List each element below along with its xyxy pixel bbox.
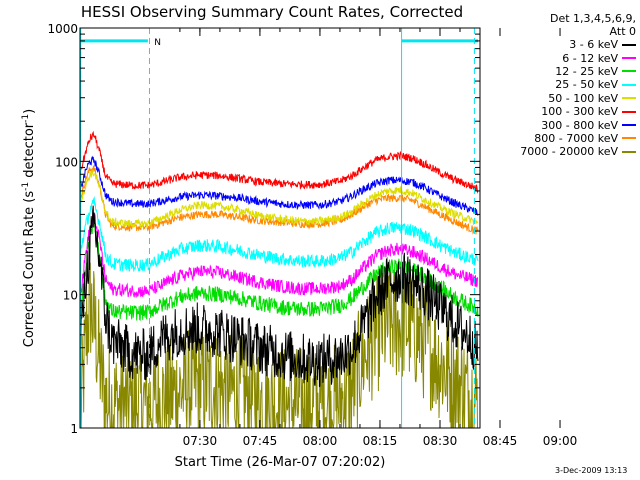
x-tick-label: 08:45: [483, 434, 518, 448]
series-line-12-25-kev: [80, 214, 479, 322]
legend-rows: 3 - 6 keV 6 - 12 keV 12 - 25 keV 25 - 50 ke…: [480, 38, 636, 159]
legend-item: 7000 - 20000 keV: [480, 145, 636, 158]
legend-item: 3 - 6 keV: [480, 38, 636, 51]
legend-item: 800 - 7000 keV: [480, 132, 636, 145]
x-tick-label: 08:15: [363, 434, 398, 448]
series-line-7000-20000-kev: [80, 262, 478, 428]
x-tick-label: 08:00: [303, 434, 338, 448]
legend-item-label: 3 - 6 keV: [569, 38, 618, 52]
x-tick-label: 08:30: [423, 434, 458, 448]
x-axis-label: Start Time (26-Mar-07 07:20:02): [175, 455, 386, 470]
legend-item-swatch: [622, 137, 636, 140]
legend-item-label: 800 - 7000 keV: [534, 131, 618, 145]
legend-item: 300 - 800 keV: [480, 118, 636, 132]
plot-area: N: [80, 28, 479, 428]
legend-item: 100 - 300 keV: [480, 105, 636, 118]
markers: N: [80, 28, 479, 428]
legend-item-label: 25 - 50 keV: [555, 78, 618, 92]
legend-item-label: 100 - 300 keV: [541, 105, 618, 119]
legend-item: 6 - 12 keV: [480, 51, 636, 65]
series-line-6-12-kev: [80, 213, 478, 300]
y-axis-label-mid: detector: [22, 122, 37, 182]
legend-title-line-1: Det 1,3,4,5,6,9,: [549, 12, 636, 25]
legend-item-swatch: [622, 57, 636, 60]
series-line-50-100-kev: [80, 169, 479, 228]
legend-item-swatch: [622, 124, 636, 127]
series-line-100-300-kev: [80, 130, 479, 194]
legend-item-label: 50 - 100 keV: [548, 91, 618, 105]
x-tick-label: 07:30: [183, 434, 218, 448]
legend: Det 1,3,4,5,6,9, Att 0 3 - 6 keV 6 - 12 k…: [480, 12, 636, 159]
y-axis-label: Corrected Count Rate (s-1 detector-1): [21, 109, 37, 347]
legend-item-swatch: [622, 83, 636, 86]
legend-item-swatch: [622, 150, 636, 153]
y-tick-label: 10: [63, 289, 78, 303]
series-group: [80, 130, 479, 428]
y-axis-label-base: Corrected Count Rate (s: [22, 191, 37, 348]
legend-item-label: 6 - 12 keV: [562, 51, 618, 65]
legend-item: 12 - 25 keV: [480, 65, 636, 78]
y-axis-label-sup1: -1: [21, 182, 31, 191]
legend-item-label: 12 - 25 keV: [555, 64, 618, 78]
x-tick-label: 09:00: [543, 434, 578, 448]
legend-item-swatch: [622, 43, 636, 46]
x-tick-label: 07:45: [243, 434, 278, 448]
series-line-800-7000-kev: [80, 165, 479, 235]
legend-item-swatch: [622, 70, 636, 73]
y-axis-label-sup2: -1: [21, 114, 31, 123]
legend-item: 25 - 50 keV: [480, 78, 636, 91]
y-tick-label: 100: [55, 155, 78, 169]
legend-item-label: 7000 - 20000 keV: [520, 145, 618, 159]
legend-title-line-2: Att 0: [609, 25, 636, 38]
legend-item-label: 300 - 800 keV: [541, 118, 618, 132]
y-axis-label-end: ): [22, 109, 37, 114]
night-label: N: [154, 38, 161, 48]
y-tick-label: 1: [70, 422, 78, 436]
series-line-25-50-kev: [80, 196, 479, 272]
series-line-300-800-kev: [80, 155, 479, 216]
y-tick-label: 1000: [47, 22, 78, 36]
timestamp: 3-Dec-2009 13:13: [555, 466, 628, 475]
legend-item-swatch: [622, 110, 636, 113]
series-line-3-6-kev: [80, 205, 479, 388]
axes: 1 10 100 1000 07:30 07:45 08:00 08:15 08:30 08:45…: [47, 22, 577, 448]
legend-item-swatch: [622, 97, 636, 100]
legend-item: 50 - 100 keV: [480, 92, 636, 105]
chart-title: HESSI Observing Summary Count Rates, Cor…: [81, 3, 463, 21]
